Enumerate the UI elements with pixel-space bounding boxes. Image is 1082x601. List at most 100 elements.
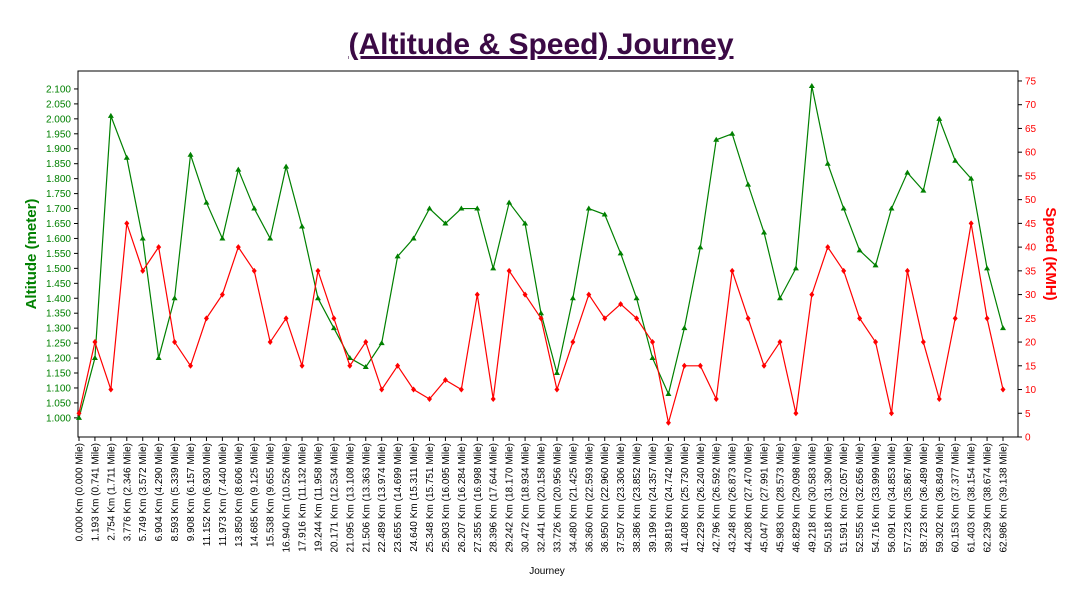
x-tick-label: 50.518 Km (31.390 Mile) (823, 443, 834, 553)
y2-tick-label: 65 (1025, 124, 1037, 135)
y-tick-label: 1.450 (46, 279, 71, 290)
altitude-marker (1000, 325, 1006, 331)
x-tick-label: 1.193 Km (0.741 Mile) (90, 443, 101, 541)
speed-marker (395, 362, 401, 369)
altitude-marker (761, 229, 768, 235)
altitude-marker (617, 250, 624, 256)
speed-marker (713, 396, 719, 403)
altitude-marker (522, 220, 529, 226)
speed-marker (936, 396, 942, 403)
altitude-marker (91, 355, 98, 361)
y2-tick-label: 55 (1025, 171, 1037, 182)
x-tick-label: 32.441 Km (20.158 Mile) (537, 443, 548, 553)
altitude-marker (187, 151, 194, 157)
x-tick-label: 38.386 Km (23.852 Mile) (632, 443, 643, 553)
altitude-marker (251, 205, 258, 211)
speed-marker (761, 362, 767, 369)
x-tick-label: 62.239 Km (38.674 Mile) (983, 443, 994, 553)
x-tick-label: 44.208 Km (27.470 Mile) (744, 443, 755, 553)
speed-marker (474, 291, 480, 298)
y2-tick-label: 25 (1025, 314, 1037, 325)
x-tick-label: 46.829 Km (29.098 Mile) (791, 443, 802, 553)
altitude-marker (394, 253, 401, 259)
speed-marker (602, 315, 608, 322)
altitude-marker (808, 82, 815, 88)
x-tick-label: 8.593 Km (5.339 Mile) (170, 443, 181, 541)
x-tick-label: 30.472 Km (18.934 Mile) (521, 443, 532, 553)
speed-marker (841, 267, 847, 274)
x-tick-label: 62.986 Km (39.138 Mile) (999, 443, 1010, 553)
x-tick-label: 45.047 Km (27.991 Mile) (760, 443, 771, 553)
altitude-marker (299, 223, 306, 229)
x-tick-label: 60.153 Km (37.377 Mile) (951, 443, 962, 553)
altitude-marker (330, 325, 337, 331)
y-tick-label: 1.400 (46, 294, 71, 305)
speed-marker (888, 410, 894, 417)
altitude-marker (856, 247, 863, 253)
altitude-marker (569, 295, 576, 301)
speed-marker (426, 396, 432, 403)
speed-marker (920, 339, 926, 346)
x-tick-label: 37.507 Km (23.306 Mile) (616, 443, 627, 553)
y2-tick-label: 5 (1025, 409, 1031, 420)
speed-marker (76, 410, 82, 417)
y2-tick-label: 20 (1025, 338, 1037, 349)
altitude-marker (378, 340, 385, 346)
altitude-marker (458, 205, 465, 211)
altitude-marker (920, 187, 927, 193)
series-line (78, 223, 1004, 423)
altitude-marker (904, 169, 911, 175)
y-tick-label: 2.100 (46, 84, 71, 95)
x-tick-label: 43.248 Km (26.873 Mile) (728, 443, 739, 553)
y2-tick-label: 60 (1025, 148, 1037, 159)
x-tick-label: 22.489 Km (13.974 Mile) (377, 443, 388, 553)
x-tick-label: 24.640 Km (15.311 Mile) (409, 443, 420, 552)
speed-marker (538, 315, 544, 322)
altitude-marker (474, 205, 481, 211)
x-tick-label: 26.207 Km (16.284 Mile) (457, 443, 468, 553)
altitude-marker (283, 163, 290, 169)
speed-marker (283, 315, 289, 322)
altitude-marker (888, 205, 895, 211)
speed-marker (203, 315, 209, 322)
speed-marker (267, 339, 273, 346)
speed-marker (873, 339, 879, 346)
altitude-marker (585, 205, 592, 211)
altitude-marker (792, 265, 799, 271)
speed-marker (458, 386, 464, 393)
altitude-marker (219, 235, 226, 241)
y-tick-label: 1.850 (46, 159, 71, 170)
y-tick-label: 1.950 (46, 129, 71, 140)
x-tick-label: 25.348 Km (15.751 Mile) (425, 443, 436, 553)
x-tick-label: 3.776 Km (2.346 Mile) (122, 443, 133, 541)
x-tick-label: 56.091 Km (34.853 Mile) (887, 443, 898, 553)
x-tick-label: 54.716 Km (33.999 Mile) (871, 443, 882, 553)
y-tick-label: 1.050 (46, 398, 71, 409)
altitude-marker (107, 112, 114, 118)
speed-marker (665, 419, 671, 426)
altitude-marker (745, 181, 752, 187)
speed-marker (299, 362, 305, 369)
altitude-marker (171, 295, 178, 301)
x-tick-label: 21.095 Km (13.108 Mile) (345, 443, 356, 553)
speed-marker (92, 339, 98, 346)
speed-marker (904, 267, 910, 274)
altitude-marker (362, 364, 369, 370)
y-tick-label: 1.350 (46, 309, 71, 320)
x-tick-label: 59.302 Km (36.849 Mile) (935, 443, 946, 553)
speed-marker (156, 244, 162, 251)
altitude-marker (76, 414, 82, 420)
speed-marker (984, 315, 990, 322)
x-tick-label: 52.555 Km (32.656 Mile) (855, 443, 866, 553)
speed-marker (825, 244, 831, 251)
speed-marker (745, 315, 751, 322)
speed-marker (681, 362, 687, 369)
x-tick-label: 29.242 Km (18.170 Mile) (505, 443, 516, 553)
y-tick-label: 1.200 (46, 354, 71, 365)
speed-marker (490, 396, 496, 403)
altitude-marker (984, 265, 991, 271)
speed-marker (618, 301, 624, 308)
y2-tick-label: 50 (1025, 195, 1037, 206)
altitude-marker (936, 115, 943, 121)
